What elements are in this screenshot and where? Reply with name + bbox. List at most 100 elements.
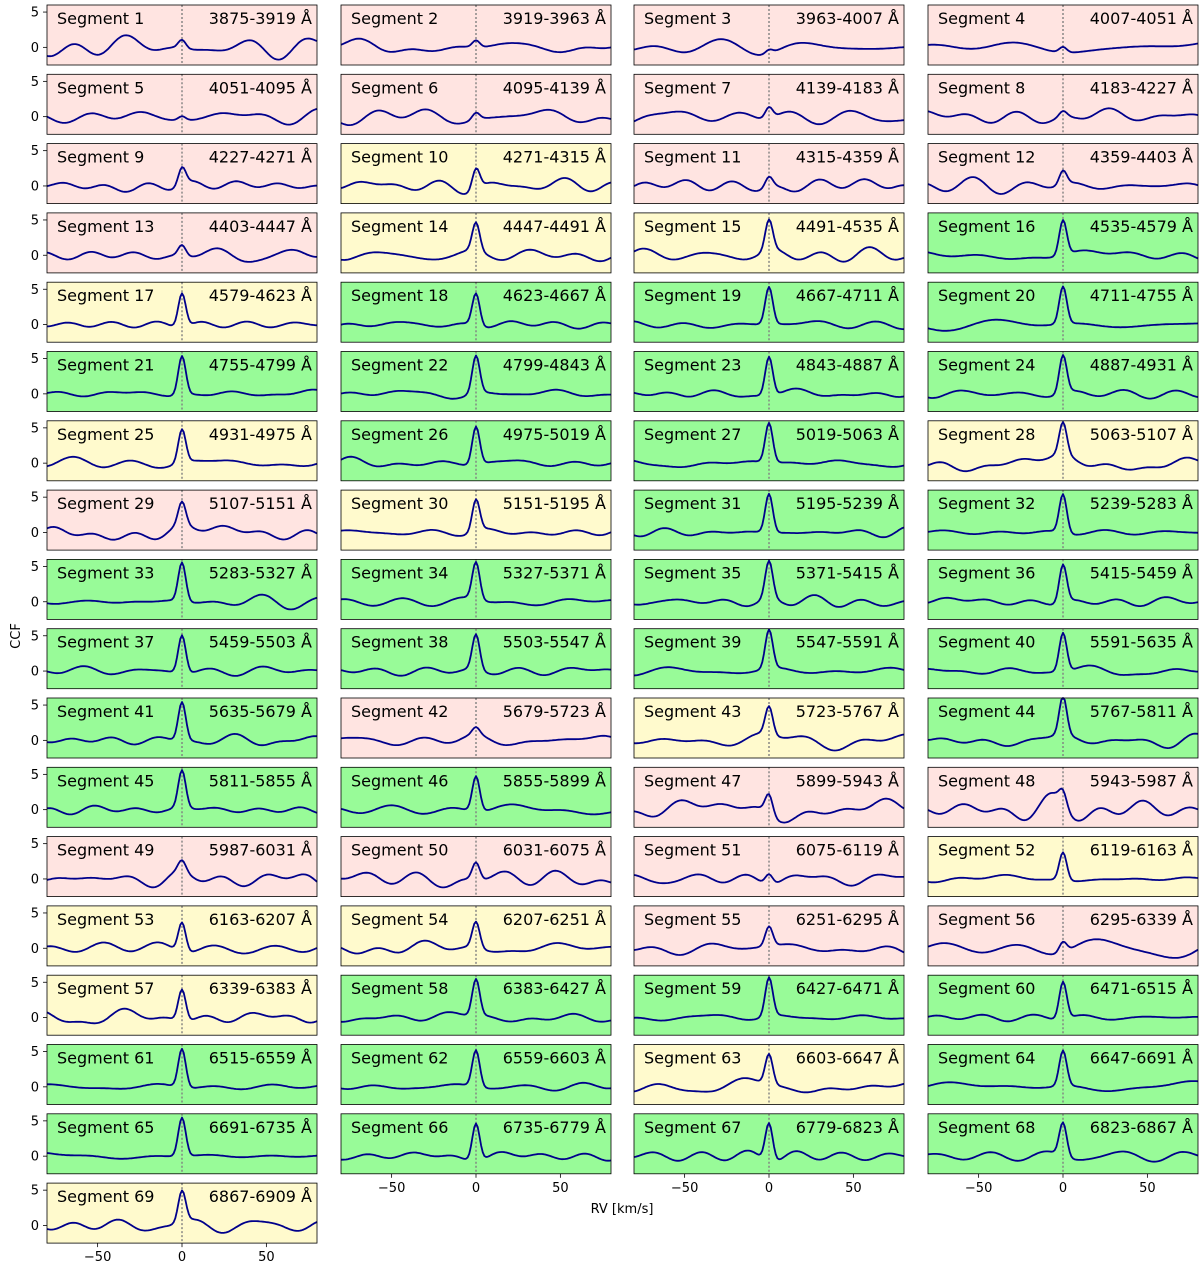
panel-segment-61: Segment 61 6515-6559 Å 0 5 <box>31 1044 318 1105</box>
segment-label: Segment 24 <box>938 356 1035 375</box>
segment-label: Segment 14 <box>351 217 448 236</box>
segment-label: Segment 67 <box>644 1118 741 1137</box>
y-tick-label: 5 <box>31 6 39 21</box>
panel-segment-18: Segment 18 4623-4667 Å <box>340 281 612 343</box>
wavelength-range-label: 6207-6251 Å <box>503 910 606 929</box>
panel-frame <box>46 559 318 620</box>
segment-label: Segment 15 <box>644 217 741 236</box>
wavelength-range-label: 6471-6515 Å <box>1090 979 1193 998</box>
panel-segment-7: Segment 7 4139-4183 Å <box>633 73 905 135</box>
panel-frame <box>633 489 905 551</box>
panel-segment-13: Segment 13 4403-4447 Å 0 5 <box>31 212 318 274</box>
segment-label: Segment 6 <box>351 78 438 97</box>
wavelength-range-label: 6647-6691 Å <box>1090 1049 1193 1068</box>
ccf-curve <box>927 285 1199 332</box>
panel-frame <box>927 281 1199 343</box>
panel-segment-27: Segment 27 5019-5063 Å <box>633 420 905 482</box>
ccf-curve <box>46 166 318 193</box>
y-tick-label: 0 <box>31 1080 39 1095</box>
segment-label: Segment 17 <box>57 286 154 305</box>
segment-label: Segment 36 <box>938 563 1035 582</box>
y-tick-label: 0 <box>31 387 39 402</box>
panel-frame <box>46 4 318 66</box>
wavelength-range-label: 4535-4579 Å <box>1090 217 1193 236</box>
x-tick-label: 0 <box>178 1250 186 1265</box>
panel-frame <box>46 836 318 897</box>
panel-frame <box>340 1044 612 1105</box>
x-tick-label: 50 <box>552 1181 569 1196</box>
panel-frame <box>927 420 1199 482</box>
panel-frame <box>46 351 318 412</box>
panel-segment-45: Segment 45 5811-5855 Å 0 5 <box>31 766 318 828</box>
panel-frame <box>633 628 905 690</box>
x-axis-title: RV [km/s] <box>591 1202 654 1217</box>
wavelength-range-label: 5811-5855 Å <box>209 771 312 790</box>
y-tick-label: 5 <box>31 629 39 644</box>
panel-frame <box>340 766 612 828</box>
panel-frame <box>927 974 1199 1036</box>
y-tick-label: 5 <box>31 1114 39 1129</box>
panel-frame <box>927 4 1199 66</box>
ccf-curve <box>633 286 905 331</box>
wavelength-range-label: 3875-3919 Å <box>209 9 312 28</box>
panel-segment-36: Segment 36 5415-5459 Å <box>927 559 1199 620</box>
ccf-curve <box>927 787 1199 822</box>
wavelength-range-label: 6691-6735 Å <box>209 1118 312 1137</box>
segment-label: Segment 8 <box>938 78 1025 97</box>
y-tick-label: 5 <box>31 421 39 436</box>
segment-label: Segment 3 <box>644 9 731 28</box>
panel-segment-10: Segment 10 4271-4315 Å <box>340 143 612 205</box>
panel-frame <box>927 697 1199 759</box>
ccf-curve <box>341 861 612 889</box>
panel-frame <box>340 905 612 967</box>
panel-frame <box>340 628 612 690</box>
y-tick-label: 0 <box>31 179 39 194</box>
ccf-curve <box>927 980 1198 1023</box>
ccf-curve <box>927 41 1199 54</box>
ccf-curve <box>633 106 905 126</box>
panel-segment-53: Segment 53 6163-6207 Å 0 5 <box>31 905 318 967</box>
segment-label: Segment 19 <box>644 286 741 305</box>
panel-segment-63: Segment 63 6603-6647 Å <box>633 1044 905 1105</box>
wavelength-range-label: 4359-4403 Å <box>1090 148 1193 167</box>
panel-frame <box>46 281 318 343</box>
wavelength-range-label: 6383-6427 Å <box>503 979 606 998</box>
segment-label: Segment 16 <box>938 217 1035 236</box>
wavelength-range-label: 5547-5591 Å <box>796 633 899 652</box>
ccf-curve <box>46 292 318 329</box>
ccf-curve <box>633 175 905 193</box>
wavelength-range-label: 6867-6909 Å <box>209 1187 312 1206</box>
ccf-curve <box>340 726 612 746</box>
panel-frame <box>46 905 318 967</box>
panel-frame <box>927 351 1199 412</box>
segment-label: Segment 34 <box>351 563 448 582</box>
y-tick-label: 5 <box>31 906 39 921</box>
segment-label: Segment 52 <box>938 841 1035 860</box>
segment-label: Segment 46 <box>351 771 448 790</box>
panel-frame <box>633 836 905 897</box>
segment-label: Segment 61 <box>57 1049 154 1068</box>
ccf-curve <box>927 421 1199 473</box>
panel-segment-16: Segment 16 4535-4579 Å <box>927 212 1199 274</box>
ccf-curve <box>633 628 905 677</box>
panel-segment-50: Segment 50 6031-6075 Å <box>340 836 612 897</box>
panel-segment-29: Segment 29 5107-5151 Å 0 5 <box>31 489 318 551</box>
panel-segment-30: Segment 30 5151-5195 Å <box>340 489 612 551</box>
wavelength-range-label: 5591-5635 Å <box>1090 633 1193 652</box>
wavelength-range-label: 6163-6207 Å <box>209 910 312 929</box>
panel-frame <box>340 73 612 135</box>
y-tick-label: 0 <box>31 1219 39 1234</box>
ccf-curve <box>340 221 612 263</box>
panel-frame <box>633 974 905 1036</box>
panel-frame <box>633 4 905 66</box>
y-tick-label: 5 <box>31 1184 39 1199</box>
ccf-curve <box>633 976 905 1022</box>
y-tick-label: 5 <box>31 1045 39 1060</box>
segment-label: Segment 29 <box>57 494 154 513</box>
ccf-curve <box>927 107 1199 124</box>
wavelength-range-label: 4579-4623 Å <box>209 286 312 305</box>
panel-frame <box>633 697 905 759</box>
wavelength-range-label: 5151-5195 Å <box>503 494 606 513</box>
panel-frame <box>46 1044 318 1105</box>
